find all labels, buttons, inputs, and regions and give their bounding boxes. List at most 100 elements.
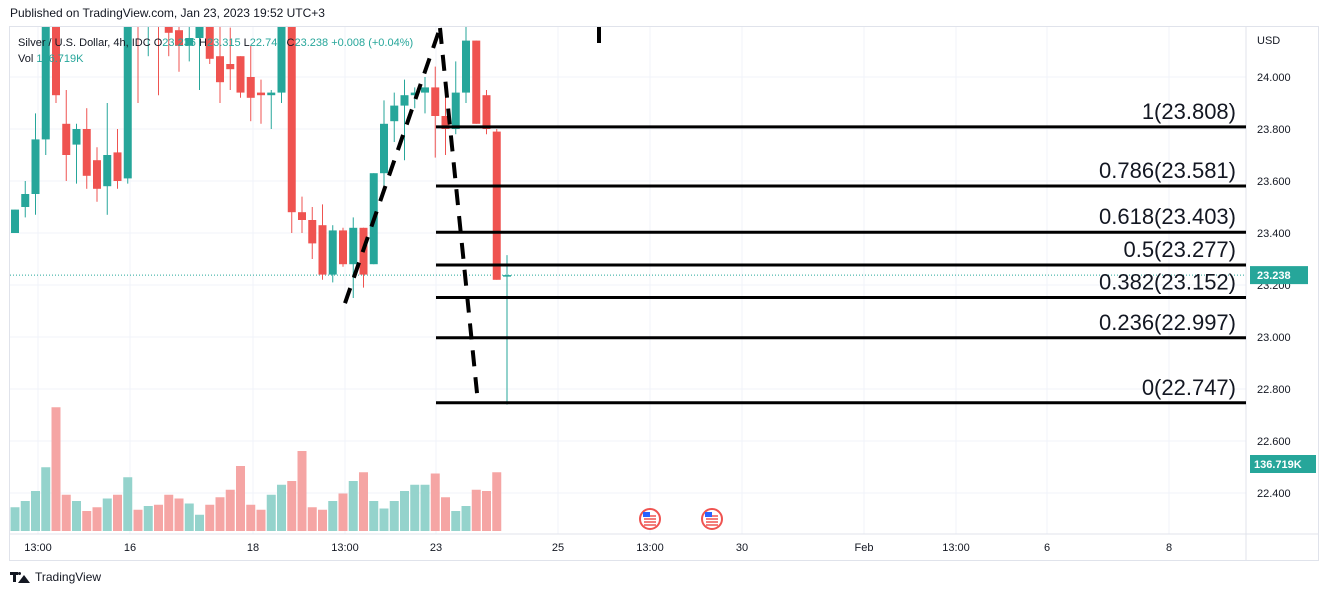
candle-body[interactable]: [421, 87, 429, 93]
candle-body[interactable]: [155, 0, 163, 20]
volume-bar[interactable]: [20, 501, 30, 531]
volume-bar[interactable]: [174, 498, 184, 532]
volume-bar[interactable]: [328, 501, 338, 531]
volume-bar[interactable]: [369, 501, 379, 531]
volume-bar[interactable]: [184, 503, 194, 532]
candle-body[interactable]: [41, 0, 50, 140]
candle-body[interactable]: [462, 40, 470, 93]
candle-body[interactable]: [257, 92, 265, 96]
candle-body[interactable]: [431, 87, 440, 116]
candle-body[interactable]: [339, 230, 347, 265]
volume-bar[interactable]: [338, 493, 348, 532]
candle-body[interactable]: [349, 227, 358, 265]
candle-body[interactable]: [267, 92, 276, 96]
candle-body[interactable]: [400, 95, 409, 106]
volume-bar[interactable]: [492, 472, 502, 531]
candle-body[interactable]: [164, 20, 173, 33]
volume-bar[interactable]: [236, 466, 245, 531]
candle-body[interactable]: [31, 139, 40, 194]
us-flag-icon[interactable]: [701, 508, 723, 530]
volume-bar[interactable]: [287, 481, 297, 531]
volume-bar[interactable]: [256, 509, 266, 531]
volume-bar[interactable]: [318, 509, 327, 531]
candle-body[interactable]: [277, 0, 286, 93]
volume-bar[interactable]: [133, 509, 143, 531]
candle-body[interactable]: [410, 92, 419, 96]
volume-bar[interactable]: [113, 494, 122, 531]
candle-body[interactable]: [236, 56, 245, 93]
volume-bar[interactable]: [215, 497, 225, 531]
volume-bar[interactable]: [461, 506, 471, 531]
candle-body[interactable]: [134, 0, 142, 25]
candle-body[interactable]: [205, 25, 214, 59]
candle-body[interactable]: [308, 220, 317, 244]
volume-bar[interactable]: [297, 451, 307, 531]
us-flag-icon[interactable]: [639, 508, 661, 530]
volume-bar[interactable]: [410, 484, 420, 531]
fibonacci-retracement[interactable]: 1(23.808) 0.786(23.581) 0.618(23.403) 0.5(2…: [436, 99, 1246, 405]
volume-bar[interactable]: [61, 494, 71, 531]
volume-bar[interactable]: [471, 489, 481, 531]
candle-body[interactable]: [451, 92, 460, 129]
candle-body[interactable]: [175, 30, 183, 46]
volume-bar[interactable]: [195, 514, 204, 531]
volume-bar[interactable]: [359, 472, 368, 531]
volume-bar[interactable]: [451, 511, 461, 531]
volume-bar[interactable]: [277, 484, 286, 531]
volume-bar[interactable]: [154, 504, 163, 531]
volume-bar[interactable]: [164, 494, 174, 531]
candle-body[interactable]: [472, 40, 481, 124]
trend-line-down[interactable]: [438, 27, 480, 403]
candle-body[interactable]: [21, 194, 30, 207]
volume-bar[interactable]: [246, 504, 256, 531]
candle-body[interactable]: [62, 123, 71, 155]
candle-body[interactable]: [93, 160, 101, 189]
volume-bar[interactable]: [143, 506, 153, 531]
candle-body[interactable]: [123, 0, 132, 179]
volume-bar[interactable]: [123, 477, 133, 531]
volume-bar[interactable]: [348, 481, 358, 531]
trend-line-up[interactable]: [343, 27, 442, 304]
candle-body[interactable]: [103, 155, 112, 187]
volume-bar[interactable]: [482, 491, 491, 531]
volume-bar[interactable]: [102, 498, 112, 532]
volume-bar[interactable]: [441, 497, 450, 531]
volume-bar[interactable]: [420, 484, 430, 531]
volume-bar[interactable]: [379, 508, 389, 532]
volume-bar[interactable]: [307, 507, 317, 531]
candle-body[interactable]: [195, 25, 204, 38]
symbol-title[interactable]: Silver / U.S. Dollar, 4h, IDC: [18, 37, 151, 49]
footer-brand[interactable]: TradingView: [10, 570, 101, 584]
volume-bar[interactable]: [225, 489, 235, 531]
candle-body[interactable]: [52, 0, 60, 96]
volume-bar[interactable]: [41, 467, 51, 531]
candle-body[interactable]: [318, 225, 327, 275]
candle-body[interactable]: [72, 129, 81, 145]
candle-body[interactable]: [287, 0, 296, 213]
volume-bar[interactable]: [92, 507, 102, 531]
candle-body[interactable]: [246, 77, 255, 98]
candle-body[interactable]: [441, 116, 450, 129]
volume-bar[interactable]: [31, 491, 40, 531]
candle-body[interactable]: [390, 105, 399, 122]
volume-bar[interactable]: [266, 494, 276, 531]
candle-body[interactable]: [113, 152, 122, 181]
volume-bar[interactable]: [72, 501, 81, 531]
volume-bar[interactable]: [389, 501, 399, 531]
volume-bar[interactable]: [205, 504, 215, 531]
volume-bar[interactable]: [82, 511, 92, 531]
volume-bar[interactable]: [400, 491, 409, 531]
candle-body[interactable]: [226, 64, 235, 70]
candle-body[interactable]: [380, 123, 388, 174]
candle-body[interactable]: [298, 212, 306, 220]
price-axis[interactable]: USD24.00023.80023.60023.40023.20023.0002…: [1250, 35, 1316, 500]
candle-body[interactable]: [11, 209, 19, 233]
candle-body[interactable]: [144, 4, 152, 25]
volume-bar[interactable]: [430, 473, 440, 532]
candle-body[interactable]: [482, 95, 491, 129]
volume-bar[interactable]: [10, 507, 20, 531]
volume-bar[interactable]: [51, 407, 61, 531]
candle-body[interactable]: [216, 56, 224, 83]
candle-body[interactable]: [185, 38, 194, 46]
